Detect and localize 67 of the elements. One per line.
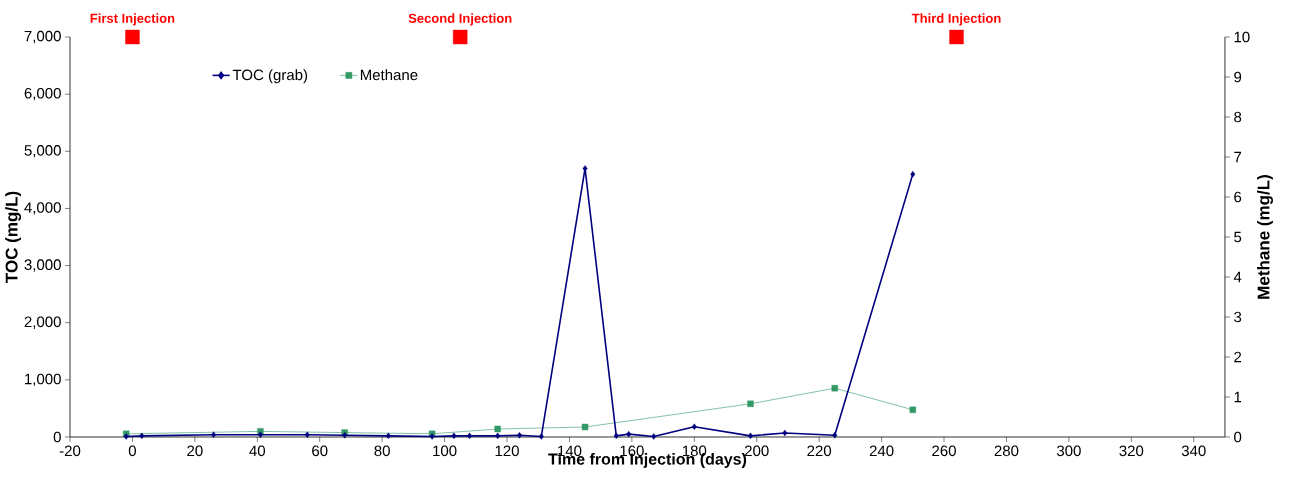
annotation: Second Injection bbox=[408, 13, 512, 26]
y-tick-label: 7,000 bbox=[24, 30, 61, 44]
point bbox=[211, 431, 217, 438]
x-tick-label: 100 bbox=[433, 445, 457, 457]
point bbox=[909, 406, 917, 413]
point bbox=[613, 432, 619, 440]
point bbox=[582, 165, 588, 172]
y2-tick-label: 8 bbox=[1234, 111, 1242, 123]
point bbox=[651, 433, 657, 440]
x-tick-label: 320 bbox=[1119, 445, 1144, 457]
x-tick-label: 60 bbox=[312, 445, 328, 457]
y2-tick-label: 10 bbox=[1234, 31, 1250, 43]
point bbox=[385, 432, 391, 440]
y2-tick-label: 0 bbox=[1234, 431, 1242, 443]
point bbox=[467, 432, 473, 440]
x-tick-label: 300 bbox=[1056, 445, 1081, 457]
point bbox=[495, 432, 501, 440]
x-tick-label: -20 bbox=[59, 445, 81, 457]
point bbox=[910, 170, 916, 178]
point bbox=[626, 430, 632, 438]
point bbox=[832, 432, 838, 439]
y2-tick-label: 1 bbox=[1234, 391, 1242, 403]
point bbox=[139, 432, 145, 440]
x-tick-label: 0 bbox=[128, 445, 137, 457]
point bbox=[782, 429, 788, 437]
x-tick-label: 280 bbox=[994, 445, 1019, 457]
y2-tick-label: 4 bbox=[1233, 271, 1242, 283]
point bbox=[747, 400, 754, 407]
point bbox=[125, 29, 140, 45]
x-tick-label: 200 bbox=[744, 445, 769, 457]
legend-label: Methane bbox=[360, 69, 418, 81]
point bbox=[691, 423, 697, 430]
y-tick-label: 2,000 bbox=[24, 316, 61, 329]
point bbox=[538, 433, 544, 440]
legend-label: TOC (grab) bbox=[232, 69, 308, 84]
y2-tick-label: 6 bbox=[1234, 191, 1242, 203]
annotation: First Injection bbox=[90, 13, 175, 26]
x-tick-label: 340 bbox=[1181, 445, 1206, 457]
y2-axis-title: Methane (mg/L) bbox=[1257, 175, 1273, 299]
x-tick-label: 20 bbox=[187, 445, 203, 457]
y-tick-label: 4,000 bbox=[24, 202, 61, 215]
point bbox=[949, 29, 964, 45]
x-tick-label: 80 bbox=[374, 445, 390, 457]
point bbox=[304, 431, 310, 438]
y2-tick-label: 5 bbox=[1234, 231, 1242, 243]
y-tick-label: 5,000 bbox=[24, 145, 61, 158]
y2-tick-label: 2 bbox=[1234, 351, 1242, 363]
point bbox=[451, 432, 457, 440]
annotation: Third Injection bbox=[911, 13, 1001, 26]
x-tick-label: 260 bbox=[932, 445, 956, 457]
y2-tick-label: 7 bbox=[1234, 151, 1242, 163]
y-tick-label: 6,000 bbox=[24, 87, 61, 101]
x-tick-label: 240 bbox=[869, 445, 894, 457]
y2-tick-label: 9 bbox=[1234, 71, 1242, 83]
x-tick-label: 40 bbox=[249, 445, 266, 457]
x-tick-label: 120 bbox=[495, 445, 519, 457]
y-tick-label: 1,000 bbox=[25, 373, 61, 387]
point bbox=[581, 423, 589, 431]
point bbox=[517, 432, 522, 439]
point bbox=[452, 29, 468, 45]
y-tick-label: 0 bbox=[53, 431, 61, 443]
point bbox=[831, 385, 838, 392]
y-axis-title: TOC (mg/L) bbox=[5, 191, 22, 283]
y-tick-label: 3,000 bbox=[24, 259, 61, 272]
point bbox=[494, 425, 501, 433]
x-tick-label: 220 bbox=[807, 445, 832, 457]
y2-tick-label: 3 bbox=[1234, 311, 1242, 323]
